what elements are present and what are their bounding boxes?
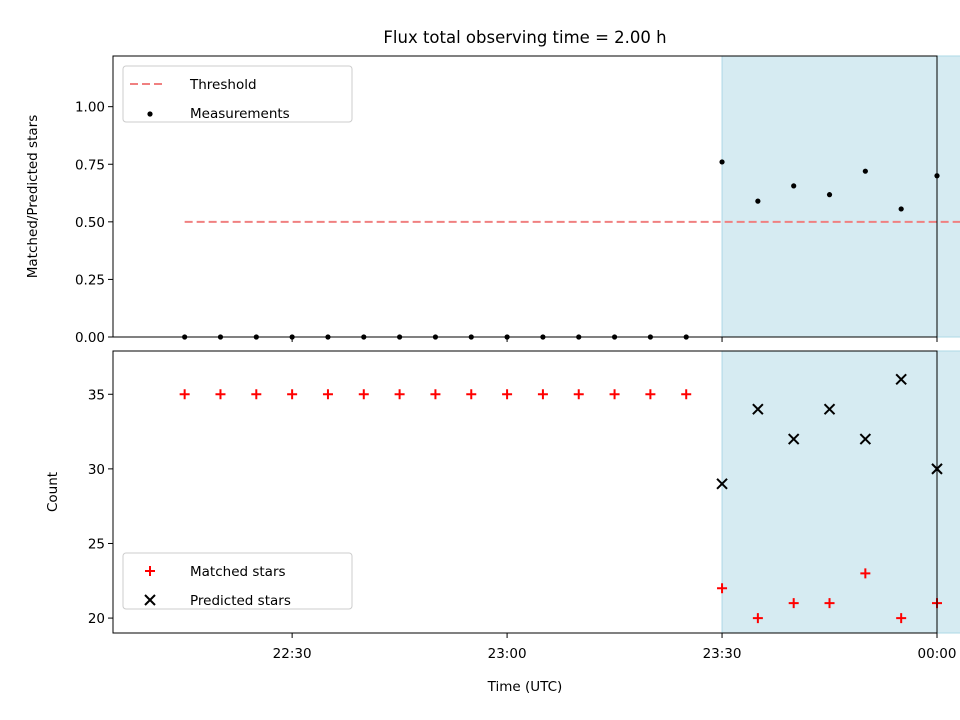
y-tick-label: 0.25 (75, 272, 105, 288)
matched-star-point (394, 389, 405, 400)
legend-label: Threshold (189, 77, 257, 93)
matched-star-point (430, 389, 441, 400)
y-axis-label-top: Matched/Predicted stars (25, 115, 41, 278)
y-tick-label: 20 (88, 611, 105, 627)
predicted-star-point (895, 373, 907, 386)
matched-star-point (824, 598, 835, 609)
top-panel: 0.00 0.25 0.50 0.75 1.00 Threshold Measurement… (75, 55, 960, 346)
y-tick-label: 25 (88, 536, 105, 552)
legend-swatch (147, 111, 153, 117)
matched-star-point (717, 583, 728, 594)
legend-swatch (144, 594, 156, 606)
y-tick-label: 0.00 (75, 330, 105, 346)
chart-title: Flux total observing time = 2.00 h (383, 28, 666, 47)
y-tick-label: 35 (88, 387, 105, 403)
matched-star-point (179, 389, 190, 400)
matched-star-point (215, 389, 226, 400)
matched-star-point (645, 389, 656, 400)
axes-frame (112, 350, 938, 634)
observing-window-shade (721, 55, 960, 338)
legend: Threshold Measurements (122, 65, 353, 123)
bottom-panel: 2025303522:3023:0023:3000:0000:3001:0001… (88, 350, 960, 662)
y-tick-label: 1.00 (75, 100, 105, 116)
matched-star-point (573, 389, 584, 400)
matched-star-point (502, 389, 513, 400)
predicted-star-point (752, 403, 764, 415)
observing-window-shade (721, 350, 960, 634)
x-tick-label: 23:30 (703, 646, 742, 662)
measurement-point (826, 192, 833, 198)
matched-star-point (788, 598, 799, 609)
measurement-point (862, 168, 868, 174)
axes-frame (112, 55, 938, 338)
legend-label: Measurements (190, 106, 290, 122)
predicted-star-point (787, 433, 800, 445)
x-tick-label: 22:30 (273, 646, 312, 662)
measurement-point (755, 198, 761, 204)
legend-swatch (145, 566, 155, 576)
matched-star-point (466, 389, 477, 400)
y-axis-label-bottom: Count (45, 472, 61, 512)
matched-star-point (322, 389, 333, 400)
x-axis-label: Time (UTC) (487, 679, 563, 695)
matched-star-point (358, 389, 369, 400)
legend-label: Predicted stars (190, 593, 291, 609)
predicted-star-point (716, 478, 728, 490)
x-tick-label: 23:00 (488, 646, 527, 662)
measurement-point (898, 206, 904, 212)
measurement-point (791, 183, 797, 189)
legend: Matched stars Predicted stars (122, 552, 353, 610)
y-tick-label: 0.50 (75, 215, 105, 231)
matched-star-point (287, 389, 298, 400)
matched-star-point (860, 568, 871, 579)
matched-star-point (896, 613, 907, 624)
matched-star-point (609, 389, 620, 400)
matched-star-point (752, 613, 763, 624)
legend-label: Matched stars (190, 564, 286, 580)
predicted-star-point (859, 433, 872, 445)
y-tick-label: 30 (88, 462, 105, 478)
matched-star-point (537, 389, 548, 400)
measurement-point (719, 159, 725, 165)
x-tick-label: 00:00 (918, 646, 957, 662)
y-tick-label: 0.75 (75, 157, 105, 173)
matched-star-point (681, 389, 692, 400)
legend-box (122, 552, 353, 610)
legend-box (122, 65, 353, 123)
matched-star-point (251, 389, 262, 400)
predicted-star-point (823, 403, 836, 415)
